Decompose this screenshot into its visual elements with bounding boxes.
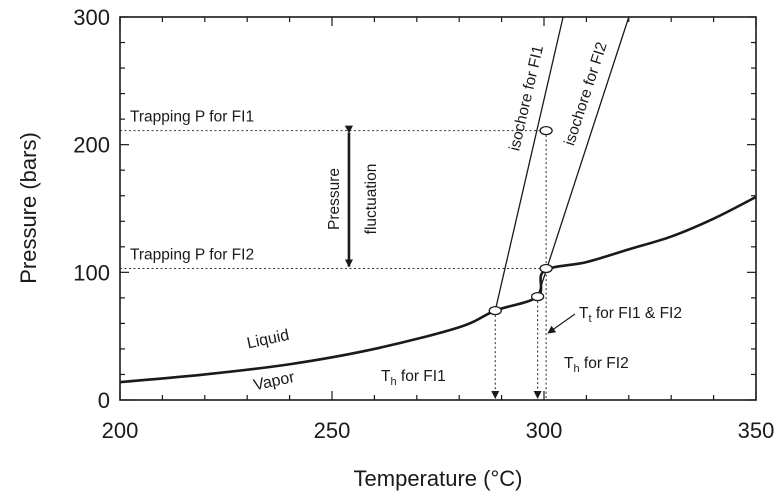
y-tick-label: 300 bbox=[73, 5, 110, 30]
liquid-label: Liquid bbox=[245, 327, 290, 353]
x-tick-label: 250 bbox=[314, 418, 351, 443]
y-tick-label: 200 bbox=[73, 133, 110, 158]
th-fi2-label: Th for FI2 bbox=[564, 355, 629, 375]
isochore-line-1 bbox=[494, 16, 564, 311]
pressure-fluctuation-label-line1: Pressure bbox=[326, 168, 343, 230]
inclusion-marker bbox=[530, 291, 545, 302]
tt-fi1-fi2-label: Tt for FI1 & FI2 bbox=[579, 305, 682, 325]
series-lines bbox=[119, 16, 757, 384]
axis-tick-labels: 200 250 300 350 0 100 200 300 bbox=[73, 5, 774, 443]
vapor-label: Vapor bbox=[252, 369, 297, 394]
y-tick-label: 100 bbox=[73, 260, 110, 285]
fluid-inclusion-markers bbox=[488, 125, 553, 316]
trapping-reference-lines bbox=[120, 130, 544, 270]
liquid-vapor-curve bbox=[119, 195, 757, 384]
plot-frame bbox=[119, 16, 757, 401]
y-tick-label: 0 bbox=[98, 388, 110, 413]
x-axis-title: Temperature (°C) bbox=[354, 466, 523, 491]
x-tick-label: 200 bbox=[102, 418, 139, 443]
isochore-line-2 bbox=[537, 16, 630, 297]
trapping-p-fi1-label: Trapping P for FI1 bbox=[130, 109, 254, 126]
inclusion-marker bbox=[488, 305, 502, 316]
pressure-fluctuation-label-line2: fluctuation bbox=[363, 164, 380, 235]
tt-pointer-arrow bbox=[547, 313, 576, 334]
x-tick-label: 350 bbox=[738, 418, 775, 443]
trapping-p-fi2-label: Trapping P for FI2 bbox=[130, 247, 254, 264]
homogenization-drop-lines bbox=[491, 130, 576, 399]
axis-ticks bbox=[119, 16, 757, 401]
th-fi1-label: Th for FI1 bbox=[381, 368, 446, 388]
inclusion-marker bbox=[539, 263, 553, 274]
x-tick-label: 300 bbox=[526, 418, 563, 443]
inclusion-marker bbox=[539, 125, 553, 136]
isochore-fi1-label: isochore for FI1 bbox=[506, 44, 547, 153]
y-axis-title: Pressure (bars) bbox=[16, 132, 41, 284]
